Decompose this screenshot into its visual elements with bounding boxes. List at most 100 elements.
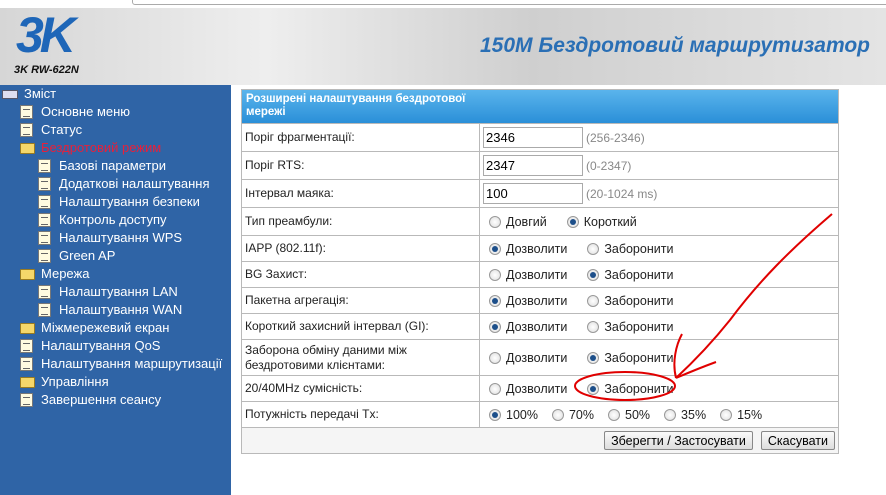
folder-open-icon [20,268,35,280]
radio-option[interactable]: Довгий [489,215,547,229]
sidebar-item-label: Налаштування LAN [59,284,178,299]
radio-label: Дозволити [506,381,568,396]
radio-option[interactable]: Дозволити [489,294,567,308]
radio-button[interactable] [566,215,579,228]
setting-label: 20/40MHz сумісність: [242,376,480,401]
radio-label: Дозволити [506,293,568,308]
radio-label: Дозволити [506,319,568,334]
radio-button[interactable] [587,351,600,364]
setting-row: IAPP (802.11f): Дозволити Заборонити [242,235,838,261]
radio-button[interactable] [587,320,600,333]
radio-button[interactable] [489,320,501,333]
sidebar-item[interactable]: Налаштування маршрутизації [20,355,222,373]
radio-label: Заборонити [604,267,674,282]
setting-row: Короткий захисний інтервал (GI): Дозволит… [242,313,838,339]
page-icon [38,213,51,227]
sidebar-item[interactable]: Налаштування LAN [38,283,178,301]
radio-label: 35% [681,407,707,422]
sidebar-item[interactable]: Основне меню [20,103,130,121]
radio-button[interactable] [489,382,501,395]
radio-option[interactable]: Заборонити [587,294,673,308]
setting-label: Пакетна агрегація: [242,288,480,313]
radio-option[interactable]: Заборонити [587,268,673,282]
advanced-wireless-settings: Розширені налаштування бездротової мереж… [241,89,839,454]
radio-button[interactable] [608,408,621,421]
radio-option[interactable]: 70% [551,408,594,422]
cancel-button[interactable]: Скасувати [760,431,835,450]
radio-button[interactable] [587,242,600,255]
radio-option[interactable]: Заборонити [587,351,673,365]
page-icon [38,285,51,299]
radio-label: 50% [625,407,651,422]
setting-label: Поріг RTS: [242,152,480,179]
radio-button[interactable] [587,382,600,395]
sidebar-item[interactable]: Налаштування QoS [20,337,160,355]
sidebar-item-label: Завершення сеансу [41,392,162,407]
radio-option[interactable]: Дозволити [489,320,567,334]
sidebar-item[interactable]: Бездротовий режим [20,139,161,157]
radio-option[interactable]: Заборонити [587,320,673,334]
radio-label: Заборонити [604,319,674,334]
radio-button[interactable] [489,294,501,307]
address-bar[interactable] [132,0,886,5]
radio-button[interactable] [489,351,501,364]
radio-option[interactable]: Дозволити [489,242,567,256]
header: 3K 3K RW-622N 150M Бездротовий маршрутиз… [0,8,886,85]
radio-label: Дозволити [506,267,568,282]
setting-row: Пакетна агрегація: Дозволити Заборонити [242,287,838,313]
setting-input[interactable] [483,183,583,204]
sidebar-item[interactable]: Зміст [2,85,56,103]
page-icon [20,105,33,119]
sidebar-item[interactable]: Контроль доступу [38,211,167,229]
radio-option[interactable]: Дозволити [489,268,567,282]
radio-button[interactable] [489,408,501,421]
sidebar-item[interactable]: Додаткові налаштування [38,175,210,193]
radio-button[interactable] [489,215,501,228]
sidebar-item[interactable]: Налаштування WPS [38,229,182,247]
sidebar-item[interactable]: Базові параметри [38,157,166,175]
sidebar-item-label: Налаштування маршрутизації [41,356,223,371]
sidebar-item[interactable]: Управління [20,373,109,391]
sidebar-item[interactable]: Міжмережевий екран [20,319,169,337]
radio-button[interactable] [489,268,501,281]
root-icon [2,89,18,99]
radio-option[interactable]: 100% [489,408,538,422]
radio-option[interactable]: 15% [720,408,762,422]
radio-button[interactable] [551,408,564,421]
setting-label: Тип преамбули: [242,208,480,235]
radio-option[interactable]: Короткий [566,214,637,229]
panel-header: Розширені налаштування бездротової мереж… [242,90,838,123]
radio-option[interactable]: 50% [608,408,650,422]
sidebar-item[interactable]: Завершення сеансу [20,391,161,409]
radio-button[interactable] [587,268,600,281]
setting-row: BG Захист: Дозволити Заборонити [242,261,838,287]
save-apply-button[interactable]: Зберегти / Застосувати [604,431,753,450]
radio-button[interactable] [664,408,677,421]
radio-option[interactable]: Дозволити [489,351,567,365]
browser-strip [0,0,886,8]
sidebar-item[interactable]: Налаштування WAN [38,301,182,319]
setting-input[interactable] [483,127,583,148]
radio-option[interactable]: Дозволити [489,382,567,396]
sidebar-item[interactable]: Статус [20,121,82,139]
radio-button[interactable] [587,294,600,307]
radio-button[interactable] [489,242,501,255]
radio-option[interactable]: Заборонити [587,382,673,396]
sidebar-item-label: Налаштування WAN [59,302,183,317]
radio-label: Короткий [583,214,637,229]
radio-label: Заборонити [604,350,674,365]
sidebar-item-label: Базові параметри [59,158,166,173]
radio-button[interactable] [720,408,733,421]
page-icon [20,339,33,353]
radio-option[interactable]: 35% [664,408,706,422]
radio-option[interactable]: Заборонити [587,242,673,256]
page-icon [38,159,51,173]
setting-input[interactable] [483,155,583,176]
sidebar-item[interactable]: Green AP [38,247,115,265]
sidebar-item[interactable]: Мережа [20,265,89,283]
range-hint: (256-2346) [586,130,645,145]
setting-label: Заборона обміну даними між бездротовими … [242,340,480,375]
sidebar-item[interactable]: Налаштування безпеки [38,193,200,211]
page-icon [20,357,33,371]
sidebar-item-label: Основне меню [41,104,131,119]
